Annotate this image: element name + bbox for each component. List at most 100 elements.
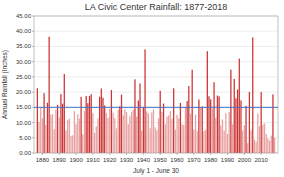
bar: 1965: 14.92 (185, 108, 186, 153)
bar: 1911: 6.59 (94, 133, 95, 153)
y-tick-label: 10.00 (16, 120, 32, 126)
bar: 1922: 13.28 (112, 113, 113, 153)
bar: 1914: 18.49 (99, 97, 100, 153)
bar: 1893: 25.95 (64, 74, 65, 153)
bar: 1989: 13.07 (225, 113, 226, 153)
bar: 1985: 18.61 (218, 96, 219, 153)
bar: 1880: 11.35 (42, 118, 43, 153)
bar: 1957: 11.26 (171, 119, 172, 153)
bar: 2002: 3.21 (247, 143, 248, 153)
x-tick-label: 1880 (36, 157, 50, 163)
bar: 1937: 17.25 (138, 100, 139, 153)
bar: 1886: 12.76 (52, 114, 53, 153)
bar: 1927: 19.18 (121, 95, 122, 153)
bar: 1976: 7.22 (203, 131, 204, 153)
bar: 1919: 11.57 (107, 118, 108, 153)
bar: 1974: 14.89 (200, 108, 201, 153)
bar: 1918: 13.18 (106, 113, 107, 153)
bar: 1899: 13.79 (74, 111, 75, 153)
bar: 2005: 37.96 (252, 37, 253, 153)
bar: 1884: 38.18 (49, 37, 50, 153)
bar: 1909: 19.32 (91, 94, 92, 153)
bar: 1877: 21.26 (37, 88, 38, 153)
bar: 1993: 9.41 (232, 124, 233, 153)
x-tick-label: 1990 (221, 157, 235, 163)
y-axis: 0.005.0010.0015.0020.0025.0030.0035.0040… (16, 13, 34, 156)
bar: 1945: 13.38 (151, 112, 152, 153)
bar: 1938: 22.83 (139, 83, 140, 153)
bar: 2008: 12.96 (257, 114, 258, 153)
bar: 1878: 10.23 (38, 122, 39, 153)
y-tick-label: 5.00 (19, 135, 31, 141)
bar: 1996: 20.88 (237, 89, 238, 153)
bar: 2003: 20.07 (249, 92, 250, 153)
bar: 1953: 9.45 (165, 124, 166, 153)
bar: 1949: 11.42 (158, 118, 159, 153)
grid-line (34, 31, 278, 32)
bar: 2009: 8.78 (259, 126, 260, 153)
title: LA Civic Center Rainfall: 1877-2018 (85, 2, 228, 12)
bar: 1889: 15.83 (57, 105, 58, 153)
bar: 1930: 13.43 (126, 112, 127, 153)
bar: 1960: 12.57 (176, 115, 177, 153)
x-tick-label: 1900 (69, 157, 83, 163)
y-tick-label: 25.00 (16, 74, 32, 80)
bar: 2001: 15.52 (245, 106, 246, 153)
x-tick-label: 1950 (154, 157, 168, 163)
bar: 1924: 8.09 (116, 128, 117, 153)
bar: 1901: 12.75 (77, 114, 78, 153)
bar: 2012: 9.71 (264, 123, 265, 153)
grid-line (34, 92, 278, 93)
bar: 1964: 9.2 (183, 125, 184, 153)
bar: 2000: 9.09 (244, 125, 245, 153)
bar: 1997: 31.01 (239, 59, 240, 153)
x-tick-label: 1930 (120, 157, 134, 163)
bar: 1972: 7.22 (197, 131, 198, 153)
bar: 1948: 7.49 (156, 130, 157, 153)
bar: 1898: 5.8 (72, 135, 73, 153)
grid (34, 16, 278, 153)
bar: 1926: 15.35 (119, 106, 120, 153)
bar: 1936: 11.94 (136, 117, 137, 153)
bar: 1904: 6.14 (82, 134, 83, 153)
bar: 1916: 18.16 (102, 98, 103, 153)
bar: 1946: 14.35 (153, 109, 154, 153)
grid-line (34, 107, 278, 108)
bar: 1991: 13.51 (229, 112, 230, 153)
bar: 1892: 16.19 (62, 104, 63, 153)
bar: 1894: 7.4 (65, 130, 66, 153)
bar: 1999: 7.45 (242, 130, 243, 153)
grid-line (34, 46, 278, 47)
bar: 1935: 24.19 (134, 79, 135, 153)
bar: 2018: 4.98 (274, 138, 275, 153)
x-tick-label: 2010 (254, 157, 268, 163)
bar: 1958: 21.26 (173, 88, 174, 153)
bar: 1907: 16.35 (87, 103, 88, 153)
bar: 1902: 11.3 (79, 119, 80, 153)
x-tick-label: 1970 (187, 157, 201, 163)
bar: 1931: 9.51 (128, 124, 129, 153)
bar: 2015: 4.08 (269, 141, 270, 153)
bar: 1970: 7.74 (193, 129, 194, 153)
bar: 1982: 23.26 (213, 82, 214, 153)
bar: 1966: 17.04 (187, 101, 188, 153)
bar: 1929: 14.36 (124, 109, 125, 153)
bar: 1944: 8.13 (149, 128, 150, 153)
bar: 1978: 33.44 (207, 51, 208, 153)
y-tick-label: 15.00 (16, 104, 32, 110)
bar: 2004: 7.44 (250, 130, 251, 153)
bar: 1963: 9.49 (181, 124, 182, 153)
bar: 1955: 12.32 (168, 115, 169, 153)
bar: 1941: 34.04 (144, 49, 145, 153)
bar: 1975: 15.27 (202, 107, 203, 153)
bar: 1942: 13.69 (146, 111, 147, 153)
bar: 1998: 17.26 (240, 100, 241, 153)
x-axis-label: July 1 - June 30 (133, 167, 179, 175)
bar: 1915: 21.19 (101, 88, 102, 153)
bar: 1885: 12.56 (50, 115, 51, 153)
chart: 0.005.0010.0015.0020.0025.0030.0035.0040… (0, 0, 284, 177)
plot-area: 1877: 21.261878: 10.231879: 14.971880: 1… (34, 37, 278, 153)
bar: 1951: 13.51 (161, 112, 162, 153)
bar: 2016: 5.7 (271, 136, 272, 153)
bar: 1992: 27.38 (230, 70, 231, 153)
